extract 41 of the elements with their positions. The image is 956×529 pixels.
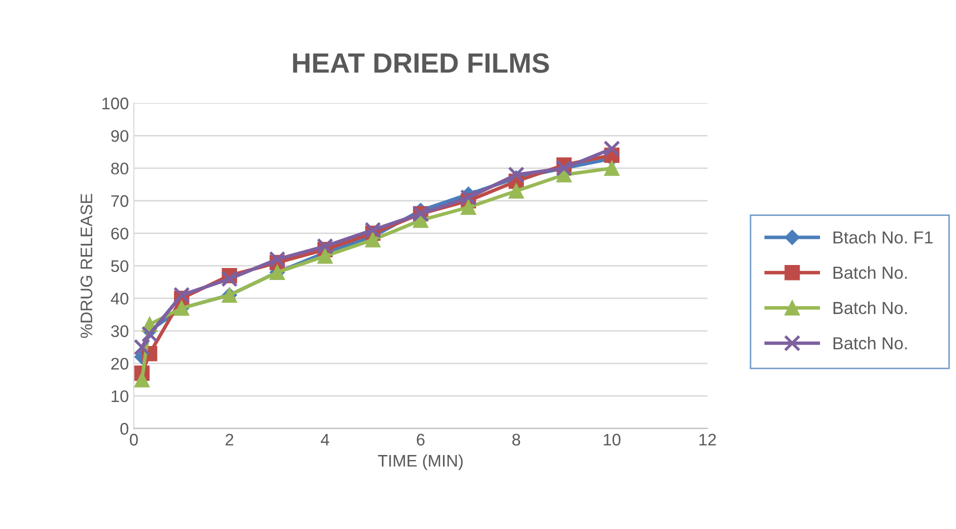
legend-label: Batch No. xyxy=(834,266,907,279)
point xyxy=(268,250,286,268)
point xyxy=(173,286,190,304)
point xyxy=(508,183,524,199)
point xyxy=(604,160,620,176)
point xyxy=(604,140,620,158)
point xyxy=(317,248,333,264)
x-tick-label: 4 xyxy=(320,434,330,446)
point xyxy=(134,372,150,388)
y-tick-label: 40 xyxy=(110,292,128,305)
chart-title: HEAT DRIED FILMS xyxy=(293,53,549,73)
x-axis-title: TIME (MIN) xyxy=(378,454,463,470)
x-tick-label: 10 xyxy=(604,434,620,446)
y-tick-label: 10 xyxy=(112,390,128,402)
y-tick-label: 70 xyxy=(111,195,128,207)
y-tick-label: 90 xyxy=(111,130,128,142)
point xyxy=(460,200,476,215)
legend-label: Btach No. F1 xyxy=(834,230,933,244)
legend-label: Batch No. xyxy=(834,336,907,350)
point xyxy=(221,270,238,288)
y-tick-label: 100 xyxy=(102,98,128,110)
y-tick-label: 50 xyxy=(111,260,128,272)
x-tick-label: 2 xyxy=(226,434,234,446)
y-axis-title: %DRUG RELEASE xyxy=(80,194,92,338)
point xyxy=(364,222,382,238)
legend-label: Batch No. xyxy=(834,301,907,314)
y-tick-label: 0 xyxy=(120,422,128,435)
y-tick-label: 60 xyxy=(111,228,128,240)
point xyxy=(316,238,334,255)
point xyxy=(134,338,150,356)
y-tick-label: 30 xyxy=(111,325,128,338)
x-tick-label: 0 xyxy=(130,434,138,446)
x-tick-label: 8 xyxy=(512,434,520,446)
x-tick-label: 6 xyxy=(416,434,425,446)
x-tick-label: 12 xyxy=(699,434,716,446)
point xyxy=(365,232,380,248)
point xyxy=(508,166,525,184)
y-tick-label: 80 xyxy=(111,162,128,174)
point xyxy=(141,326,158,342)
y-tick-label: 20 xyxy=(111,358,128,370)
point xyxy=(460,189,477,206)
